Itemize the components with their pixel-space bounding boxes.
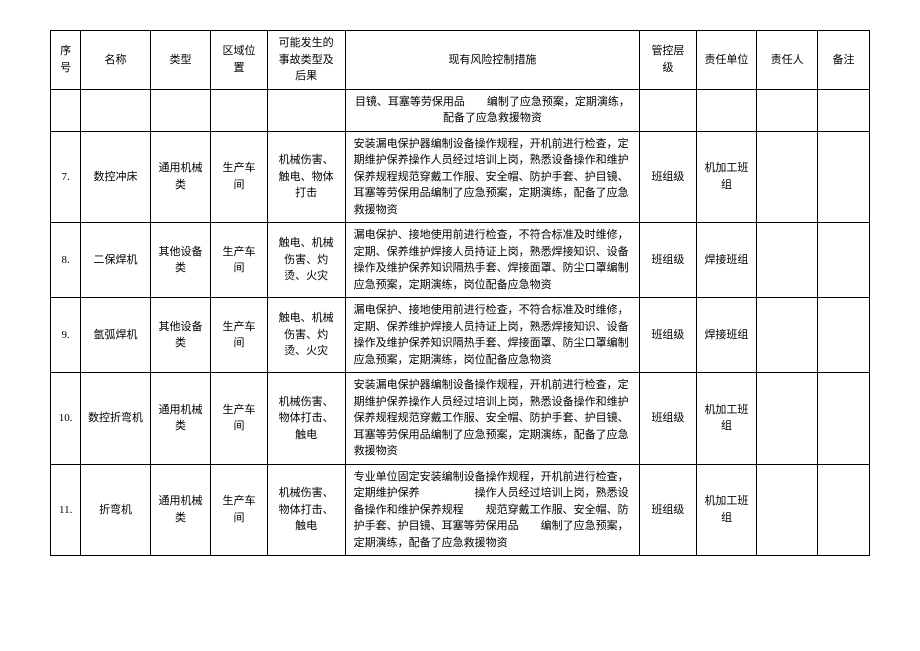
cell-type: 其他设备类 — [150, 298, 211, 373]
cell-level — [640, 89, 696, 131]
cell-remark — [817, 89, 869, 131]
cell-remark — [817, 298, 869, 373]
cell-level: 班组级 — [640, 373, 696, 465]
cell-area — [211, 89, 267, 131]
cell-level: 班组级 — [640, 131, 696, 223]
header-seq: 序号 — [51, 31, 81, 90]
table-row: 11. 折弯机 通用机械类 生产车间 机械伤害、物体打击、触电 专业单位固定安装… — [51, 464, 870, 556]
cell-seq: 9. — [51, 298, 81, 373]
cell-person — [757, 298, 818, 373]
cell-person — [757, 464, 818, 556]
cell-area: 生产车间 — [211, 223, 267, 298]
cell-accident: 触电、机械伤害、灼烫、火灾 — [267, 223, 345, 298]
cell-seq: 10. — [51, 373, 81, 465]
cell-measures: 漏电保护、接地使用前进行检查，不符合标准及时维修，定期、保养维护焊接人员持证上岗… — [345, 223, 640, 298]
cell-name: 数控折弯机 — [81, 373, 150, 465]
cell-type: 通用机械类 — [150, 373, 211, 465]
header-level: 管控层级 — [640, 31, 696, 90]
cell-measures: 安装漏电保护器编制设备操作规程，开机前进行检查，定期维护保养操作人员经过培训上岗… — [345, 131, 640, 223]
cell-remark — [817, 223, 869, 298]
table-row: 10. 数控折弯机 通用机械类 生产车间 机械伤害、物体打击、触电 安装漏电保护… — [51, 373, 870, 465]
header-unit: 责任单位 — [696, 31, 757, 90]
cell-type — [150, 89, 211, 131]
cell-unit: 焊接班组 — [696, 298, 757, 373]
cell-level: 班组级 — [640, 464, 696, 556]
header-remark: 备注 — [817, 31, 869, 90]
cell-person — [757, 373, 818, 465]
cell-unit: 焊接班组 — [696, 223, 757, 298]
cell-unit: 机加工班组 — [696, 373, 757, 465]
cell-person — [757, 89, 818, 131]
header-type: 类型 — [150, 31, 211, 90]
table-header: 序号 名称 类型 区域位置 可能发生的事故类型及后果 现有风险控制措施 管控层级… — [51, 31, 870, 90]
table-row: 7. 数控冲床 通用机械类 生产车间 机械伤害、触电、物体打击 安装漏电保护器编… — [51, 131, 870, 223]
cell-level: 班组级 — [640, 298, 696, 373]
cell-seq: 11. — [51, 464, 81, 556]
cell-accident: 触电、机械伤害、灼烫、火灾 — [267, 298, 345, 373]
cell-remark — [817, 131, 869, 223]
cell-seq: 7. — [51, 131, 81, 223]
cell-remark — [817, 373, 869, 465]
cell-area: 生产车间 — [211, 373, 267, 465]
cell-unit: 机加工班组 — [696, 131, 757, 223]
table-row: 目镜、耳塞等劳保用品 编制了应急预案，定期演练，配备了应急救援物资 — [51, 89, 870, 131]
cell-level: 班组级 — [640, 223, 696, 298]
cell-area: 生产车间 — [211, 464, 267, 556]
cell-type: 通用机械类 — [150, 131, 211, 223]
cell-remark — [817, 464, 869, 556]
table-body: 目镜、耳塞等劳保用品 编制了应急预案，定期演练，配备了应急救援物资 7. 数控冲… — [51, 89, 870, 556]
cell-person — [757, 131, 818, 223]
cell-type: 通用机械类 — [150, 464, 211, 556]
cell-area: 生产车间 — [211, 131, 267, 223]
cell-accident: 机械伤害、触电、物体打击 — [267, 131, 345, 223]
header-accident: 可能发生的事故类型及后果 — [267, 31, 345, 90]
cell-measures: 安装漏电保护器编制设备操作规程，开机前进行检查，定期维护保养操作人员经过培训上岗… — [345, 373, 640, 465]
risk-control-table: 序号 名称 类型 区域位置 可能发生的事故类型及后果 现有风险控制措施 管控层级… — [50, 30, 870, 556]
cell-accident — [267, 89, 345, 131]
table-row: 9. 氩弧焊机 其他设备类 生产车间 触电、机械伤害、灼烫、火灾 漏电保护、接地… — [51, 298, 870, 373]
cell-unit: 机加工班组 — [696, 464, 757, 556]
header-area: 区域位置 — [211, 31, 267, 90]
cell-measures: 专业单位固定安装编制设备操作规程，开机前进行检查，定期维护保养 操作人员经过培训… — [345, 464, 640, 556]
cell-area: 生产车间 — [211, 298, 267, 373]
cell-seq — [51, 89, 81, 131]
cell-seq: 8. — [51, 223, 81, 298]
cell-measures: 目镜、耳塞等劳保用品 编制了应急预案，定期演练，配备了应急救援物资 — [345, 89, 640, 131]
cell-accident: 机械伤害、物体打击、触电 — [267, 373, 345, 465]
header-person: 责任人 — [757, 31, 818, 90]
cell-person — [757, 223, 818, 298]
cell-type: 其他设备类 — [150, 223, 211, 298]
cell-name: 数控冲床 — [81, 131, 150, 223]
cell-accident: 机械伤害、物体打击、触电 — [267, 464, 345, 556]
cell-name: 折弯机 — [81, 464, 150, 556]
cell-measures: 漏电保护、接地使用前进行检查，不符合标准及时维修，定期、保养维护焊接人员持证上岗… — [345, 298, 640, 373]
cell-name: 氩弧焊机 — [81, 298, 150, 373]
header-row: 序号 名称 类型 区域位置 可能发生的事故类型及后果 现有风险控制措施 管控层级… — [51, 31, 870, 90]
cell-name — [81, 89, 150, 131]
header-measures: 现有风险控制措施 — [345, 31, 640, 90]
header-name: 名称 — [81, 31, 150, 90]
table-row: 8. 二保焊机 其他设备类 生产车间 触电、机械伤害、灼烫、火灾 漏电保护、接地… — [51, 223, 870, 298]
cell-unit — [696, 89, 757, 131]
cell-name: 二保焊机 — [81, 223, 150, 298]
